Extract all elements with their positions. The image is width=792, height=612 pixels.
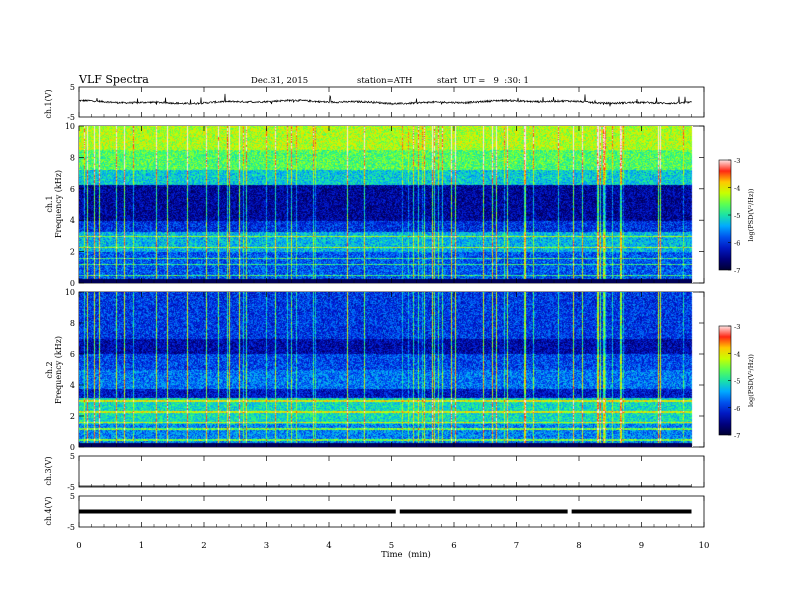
colorbars: -3 -4 -5 -6 -7 log(PSD(V²/Hz)) -3 -4 -5 -6 -7 log(P… [718,157,755,440]
ch2-spectrogram-image [79,292,693,447]
ch4-waveform-segment [79,509,396,514]
colorbar-tick-label: -6 [734,405,740,413]
ch1-spectrogram-panel [79,126,693,283]
colorbar-tick-label: -7 [734,267,740,275]
ch1-spectrogram-image [79,126,693,283]
ch1-freq-tick-label: 4 [70,216,75,225]
ch4-waveform-ylabel: ch.4(V) [44,496,53,525]
x-tick-label: 10 [699,541,710,551]
x-tick-label: 9 [639,541,644,551]
ch4-waveform-segment [399,509,568,514]
ch2-freq-tick-label: 10 [65,288,75,297]
ch1-waveform-ylabel: ch.1(V) [44,89,53,118]
ch4-waveform-segment [571,509,692,514]
ch4-volt-tick-label: -5 [67,523,75,532]
colorbar-tick-label: -3 [734,323,740,331]
ch2-spectrogram-ylabel-a: ch.2 [45,361,54,378]
ch2-freq-tick-label: 2 [70,412,75,421]
ch1-freq-tick-label: 10 [65,122,75,131]
colorbar-tick-label: -5 [734,378,740,386]
ch1-freq-tick-label: 6 [70,185,75,194]
ch1-waveform-panel [79,93,692,107]
ch1-freq-tick-label: 0 [70,279,75,288]
x-tick-label: 0 [76,541,81,551]
ch2-freq-tick-label: 4 [70,381,75,390]
ch3-volt-tick-label: -5 [67,483,75,492]
colorbar-label: log(PSD(V²/Hz)) [747,188,755,241]
ch2-freq-tick-label: 0 [70,443,75,452]
ch3-volt-tick-label: 5 [70,452,75,461]
ch2-freq-tick-label: 8 [70,319,75,328]
colorbar-tick-label: -3 [734,157,740,165]
x-tick-label: 5 [389,541,394,551]
x-tick-label: 4 [326,541,331,551]
x-tick-label: 7 [514,541,519,551]
ch4-volt-tick-label: 5 [70,492,75,501]
x-tick-label: 2 [201,541,206,551]
ch3-waveform-ylabel: ch.3(V) [44,456,53,485]
ch1-spectrogram-ylabel-b: Frequency (kHz) [54,170,63,238]
ch1-waveform-trace [79,93,692,107]
colorbar-tick-label: -5 [734,212,740,220]
date-label: Dec.31, 2015 [251,76,308,86]
x-tick-label: 8 [576,541,581,551]
ch1-freq-tick-label: 2 [70,248,75,257]
ch2-spectrogram-panel [79,292,693,447]
start-time-label: start UT = 9 :30: 1 [437,76,529,86]
colorbar-tick-label: -6 [734,240,740,248]
figure-title: VLF Spectra [78,73,149,86]
ch2-freq-tick-label: 6 [70,350,75,359]
ch1-volt-tick-label: 5 [70,83,75,92]
x-tick-label: 3 [264,541,269,551]
ch2-spectrogram-ylabel-b: Frequency (kHz) [54,336,63,404]
ch1-spectrogram-ylabel-a: ch.1 [45,195,54,212]
x-axis-label: Time (min) [381,549,431,560]
station-label: station=ATH [357,76,412,86]
ch4-waveform-panel [79,509,692,514]
x-tick-label: 6 [451,541,456,551]
x-tick-label: 1 [139,541,144,551]
colorbar-tick-label: -4 [734,185,740,193]
ch4-waveform-trace [79,509,692,514]
ch1-freq-tick-label: 8 [70,153,75,162]
colorbar-label: log(PSD(V²/Hz)) [747,354,755,407]
colorbar-tick-label: -4 [734,350,740,358]
colorbar-tick-label: -7 [734,432,740,440]
ch1-volt-tick-label: -5 [67,113,75,122]
